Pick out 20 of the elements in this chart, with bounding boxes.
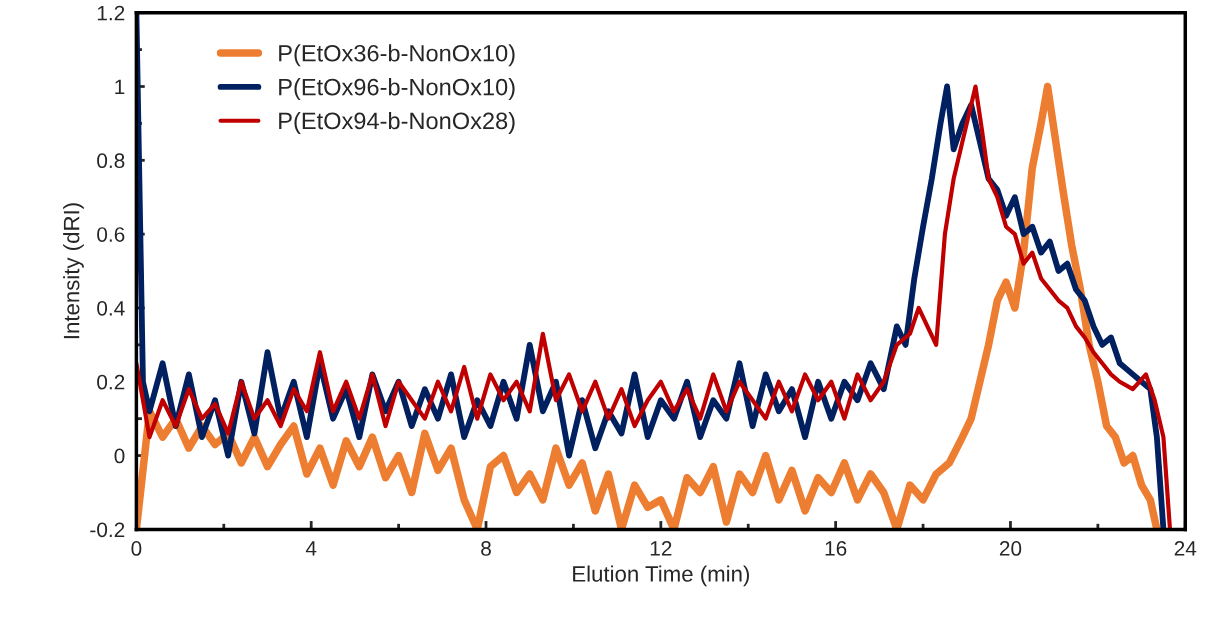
x-tick-label: 12 <box>650 541 672 556</box>
x-axis-title: Elution Time (min) <box>573 565 749 587</box>
y-tick-label: 1 <box>115 79 125 95</box>
legend-label: P(EtOx96-b-NonOx10) <box>279 78 515 101</box>
y-tick-label: 0.2 <box>97 374 125 390</box>
y-tick-label: 1.2 <box>97 5 125 21</box>
legend-label: P(EtOx94-b-NonOx28) <box>279 111 515 134</box>
x-tick-label: 16 <box>825 541 847 556</box>
y-tick-label: 0.8 <box>97 153 125 169</box>
y-tick-label: 0.6 <box>97 227 125 242</box>
legend-label: P(EtOx36-b-NonOx10) <box>279 44 515 67</box>
x-tick-label: 4 <box>305 541 317 556</box>
y-axis-title: Intensity (dRI) <box>63 203 84 339</box>
x-tick-label: 0 <box>131 541 142 556</box>
x-tick-label: 24 <box>1174 541 1197 556</box>
y-tick-label: 0.4 <box>97 300 125 316</box>
y-tick-label: -0.2 <box>90 522 125 538</box>
x-tick-label: 8 <box>481 541 491 556</box>
x-tick-label: 20 <box>999 541 1022 556</box>
y-tick-label: 0 <box>114 448 125 464</box>
